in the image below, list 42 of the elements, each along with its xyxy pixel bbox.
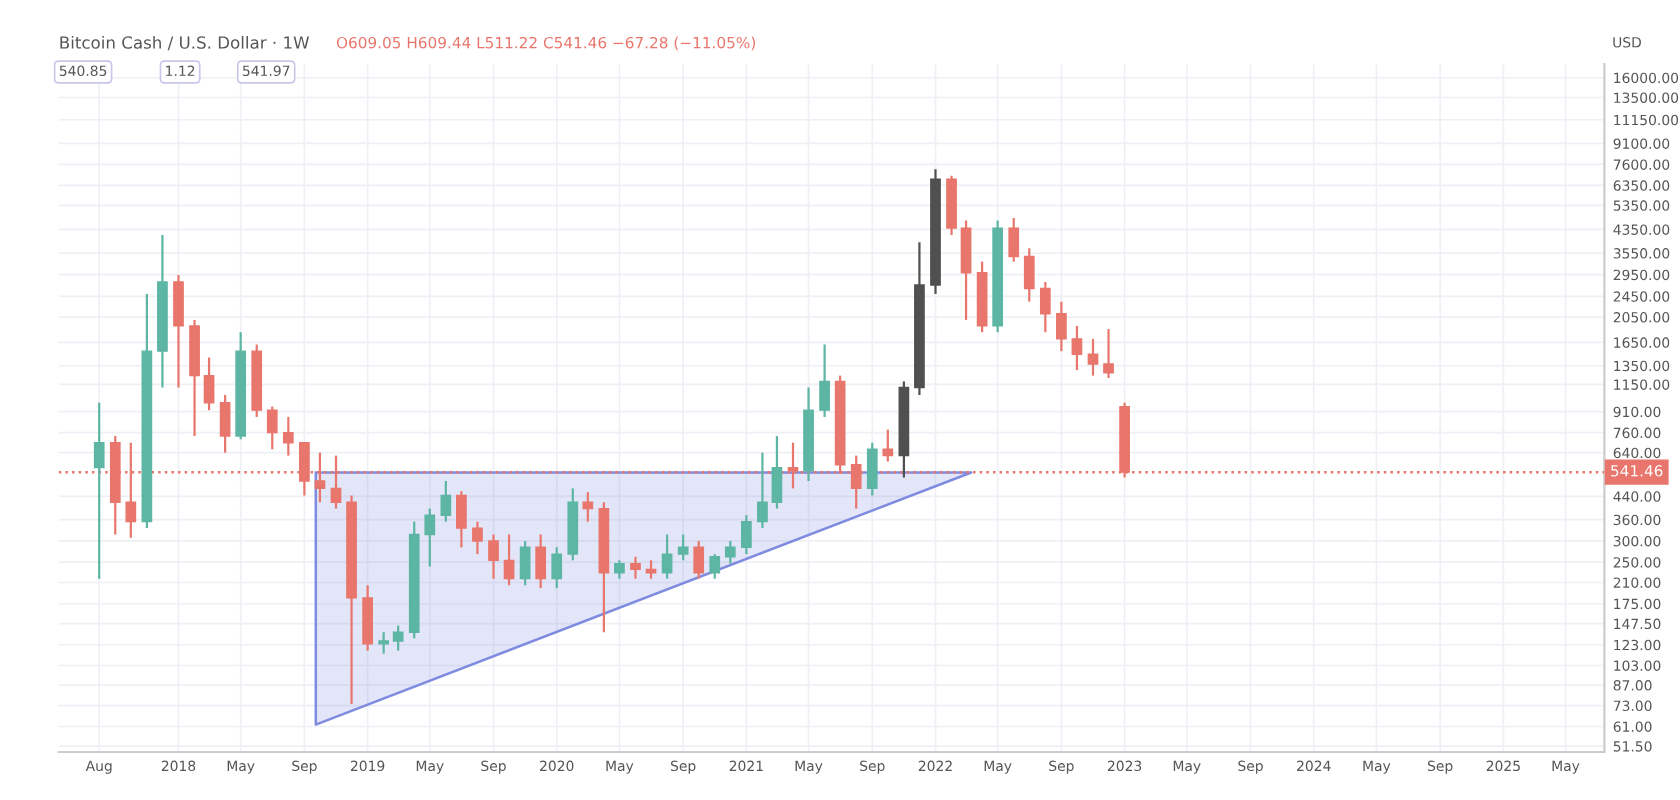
candlestick [614, 559, 625, 580]
candlestick [362, 584, 373, 652]
candlestick [771, 434, 783, 510]
candlestick [1039, 280, 1051, 334]
candlestick [1071, 324, 1083, 372]
candlestick [677, 533, 689, 562]
candlestick [724, 539, 736, 565]
candlestick [503, 533, 515, 587]
candlestick [456, 490, 467, 549]
candlestick [819, 343, 830, 419]
candlestick [1023, 247, 1035, 303]
candlestick [173, 273, 184, 389]
candlestick [519, 539, 531, 587]
candlestick [93, 401, 105, 580]
candlestick [266, 405, 278, 451]
candlestick [1087, 337, 1099, 377]
candlestick [693, 539, 705, 580]
candlestick [645, 559, 657, 580]
candlestick [440, 479, 452, 523]
candlestick [378, 631, 390, 655]
candlestick [203, 356, 215, 412]
chart-title: Bitcoin Cash / U.S. Dollar · 1W [60, 35, 310, 51]
candlestick [392, 624, 404, 652]
candlestick [882, 428, 894, 463]
candlestick [472, 520, 483, 556]
candlestick [757, 451, 768, 530]
candlestick [661, 533, 673, 580]
candlestick [1008, 216, 1020, 263]
candlestick [424, 507, 436, 568]
candlestick [1056, 300, 1067, 353]
candlestick [741, 514, 752, 556]
candlestick [709, 552, 721, 580]
candlestick [535, 533, 547, 590]
candlestick [1103, 327, 1114, 380]
candlestick [960, 219, 972, 322]
candlestick [630, 555, 641, 580]
candlestick [866, 441, 878, 497]
candlestick [282, 415, 294, 457]
candlestick [551, 546, 563, 590]
candlestick [488, 533, 499, 580]
candlestick [582, 491, 594, 523]
candlestick [219, 393, 231, 454]
